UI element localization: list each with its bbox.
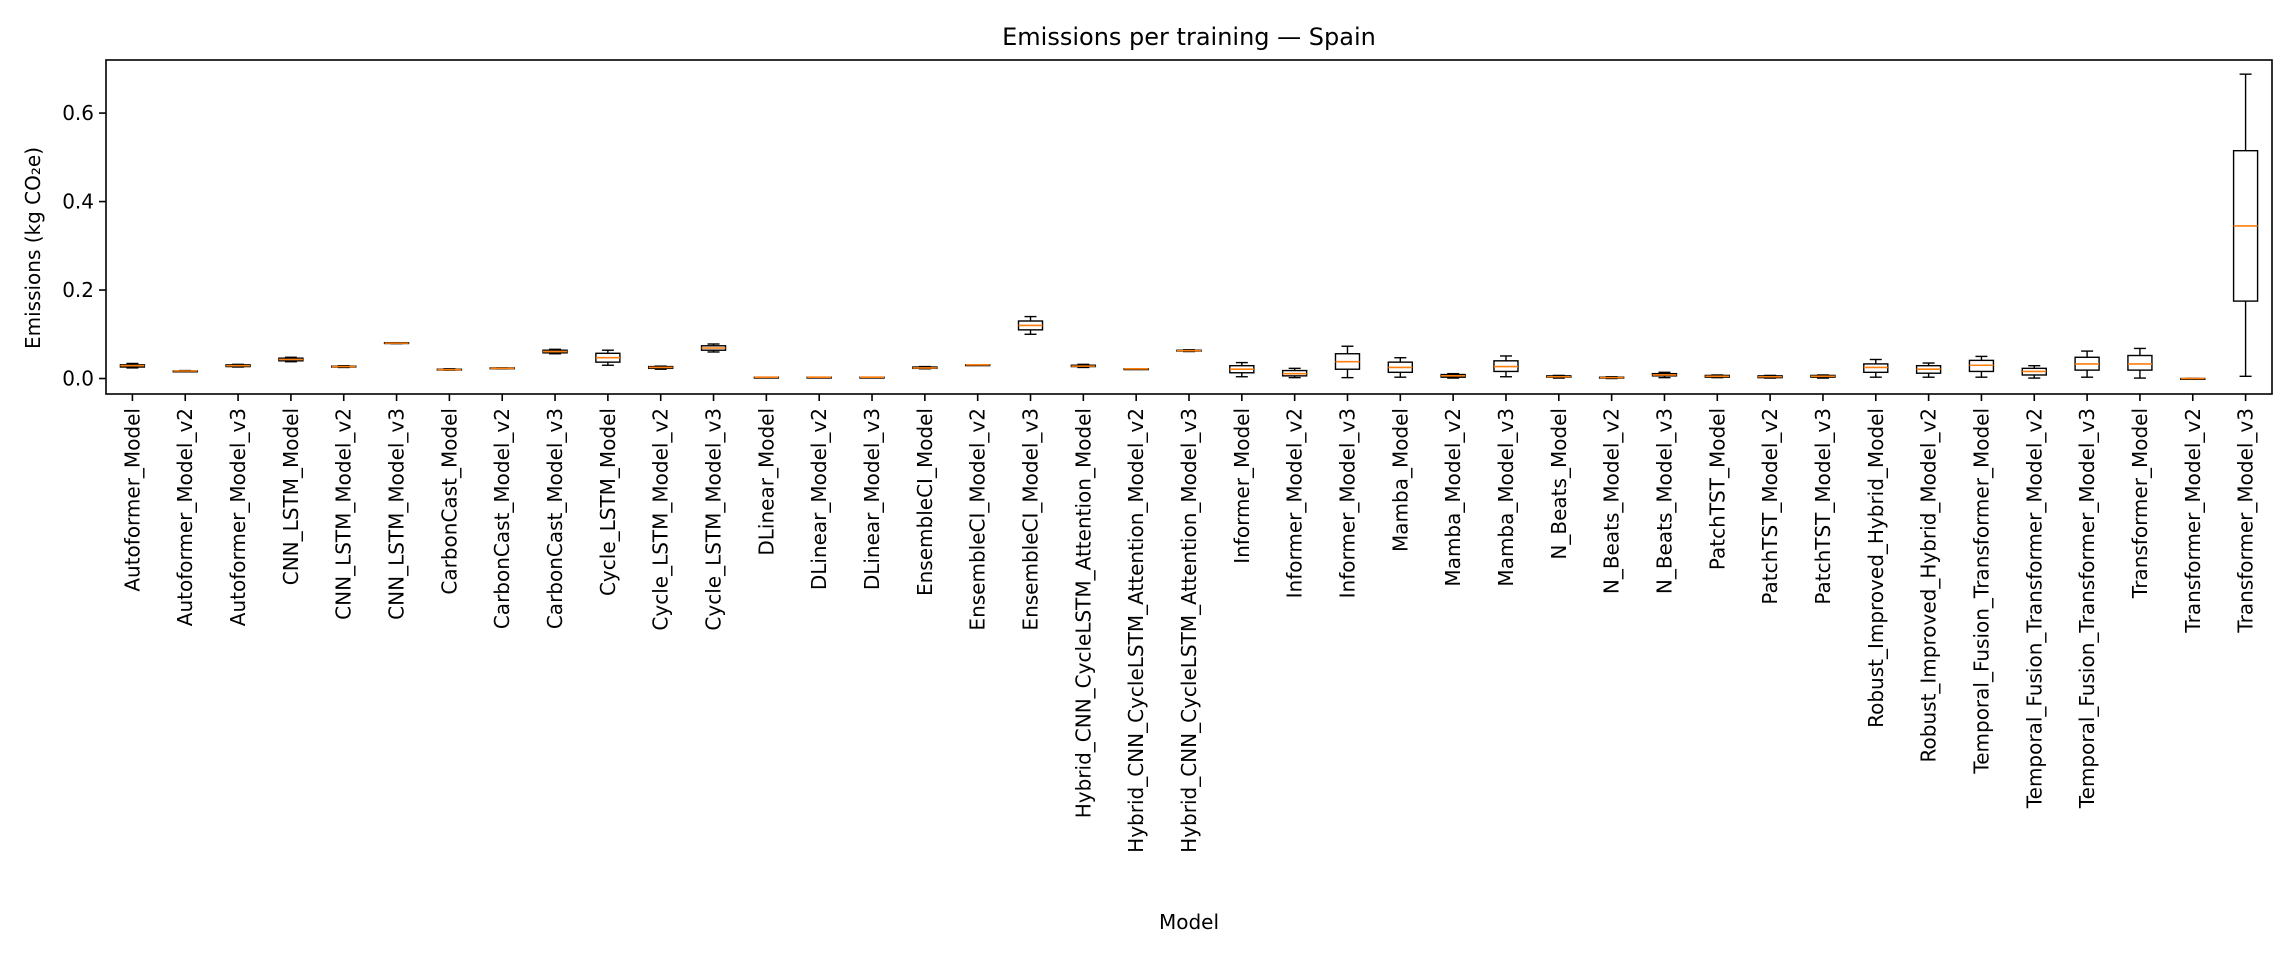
x-tick-label: CarbonCast_Model_v2 [490,408,514,629]
x-tick-label: CNN_LSTM_Model_v3 [385,408,409,620]
x-tick-label: Cycle_LSTM_Model_v3 [702,408,726,631]
x-tick-label: Transformer_Model [2128,408,2152,599]
x-tick-label: CarbonCast_Model [437,408,461,595]
x-tick-label: PatchTST_Model [1705,408,1729,570]
x-tick-label: DLinear_Model_v2 [807,408,831,590]
y-tick-label: 0.6 [62,101,94,125]
x-tick-label: Informer_Model_v3 [1335,408,1359,598]
x-tick-label: Autoformer_Model_v3 [226,408,250,626]
x-tick-label: EnsembleCI_Model_v2 [966,408,990,631]
chart-title: Emissions per training — Spain [1002,23,1376,51]
x-tick-label: Hybrid_CNN_CycleLSTM_Attention_Model_v2 [1124,408,1148,853]
x-tick-label: N_Beats_Model [1547,408,1571,560]
x-tick-label: CNN_LSTM_Model_v2 [332,408,356,620]
x-tick-label: Hybrid_CNN_CycleLSTM_Attention_Model_v3 [1177,408,1201,853]
x-tick-label: DLinear_Model [754,408,778,556]
x-tick-label: Informer_Model [1230,408,1254,564]
x-tick-label: EnsembleCI_Model [913,408,937,596]
y-axis-label: Emissions (kg CO₂e) [21,147,45,349]
x-tick-label: Mamba_Model_v3 [1494,408,1518,587]
x-tick-label: DLinear_Model_v3 [860,408,884,590]
box-iqr [2127,354,2153,371]
x-tick-label: Autoformer_Model [120,408,144,592]
x-tick-label: Robust_Improved_Hybrid_Model [1864,408,1888,728]
x-tick-label: CarbonCast_Model_v3 [543,408,567,629]
plot-area: 0.0 0.2 0.4 0.6 Autoformer_Model Autoformer_M… [62,73,2259,853]
x-tick-label: Informer_Model_v2 [1283,408,1307,598]
x-tick-label: Cycle_LSTM_Model [596,408,620,596]
y-tick-label: 0.2 [62,278,94,302]
plot-frame [105,59,2273,395]
x-tick-label: N_Beats_Model_v3 [1652,408,1676,594]
y-tick-label: 0.0 [62,367,94,391]
x-tick-label: Mamba_Model [1388,408,1412,552]
x-axis-label: Model [1159,910,1219,934]
x-tick-label: PatchTST_Model_v2 [1758,408,1782,605]
x-tick-label: Temporal_Fusion_Transformer_Model_v2 [2022,408,2046,809]
x-tick-label: Mamba_Model_v2 [1441,408,1465,587]
x-tick-label: PatchTST_Model_v3 [1811,408,1835,605]
x-tick-label: Cycle_LSTM_Model_v2 [649,408,673,631]
x-tick-label: EnsembleCI_Model_v3 [1019,408,1043,631]
x-tick-label: Temporal_Fusion_Transformer_Model [1969,408,1993,775]
x-tick-label: Hybrid_CNN_CycleLSTM_Attention_Model [1071,408,1095,818]
x-tick-label: Robust_Improved_Hybrid_Model_v2 [1917,408,1941,762]
x-tick-label: Transformer_Model_v3 [2234,408,2258,634]
y-tick-label: 0.4 [62,190,94,214]
x-tick-label: N_Beats_Model_v2 [1600,408,1624,594]
x-tick-label: Transformer_Model_v2 [2181,408,2205,634]
x-tick-label: Temporal_Fusion_Transformer_Model_v3 [2075,408,2099,809]
x-tick-label: CNN_LSTM_Model [279,408,303,585]
x-tick-label: Autoformer_Model_v2 [173,408,197,626]
